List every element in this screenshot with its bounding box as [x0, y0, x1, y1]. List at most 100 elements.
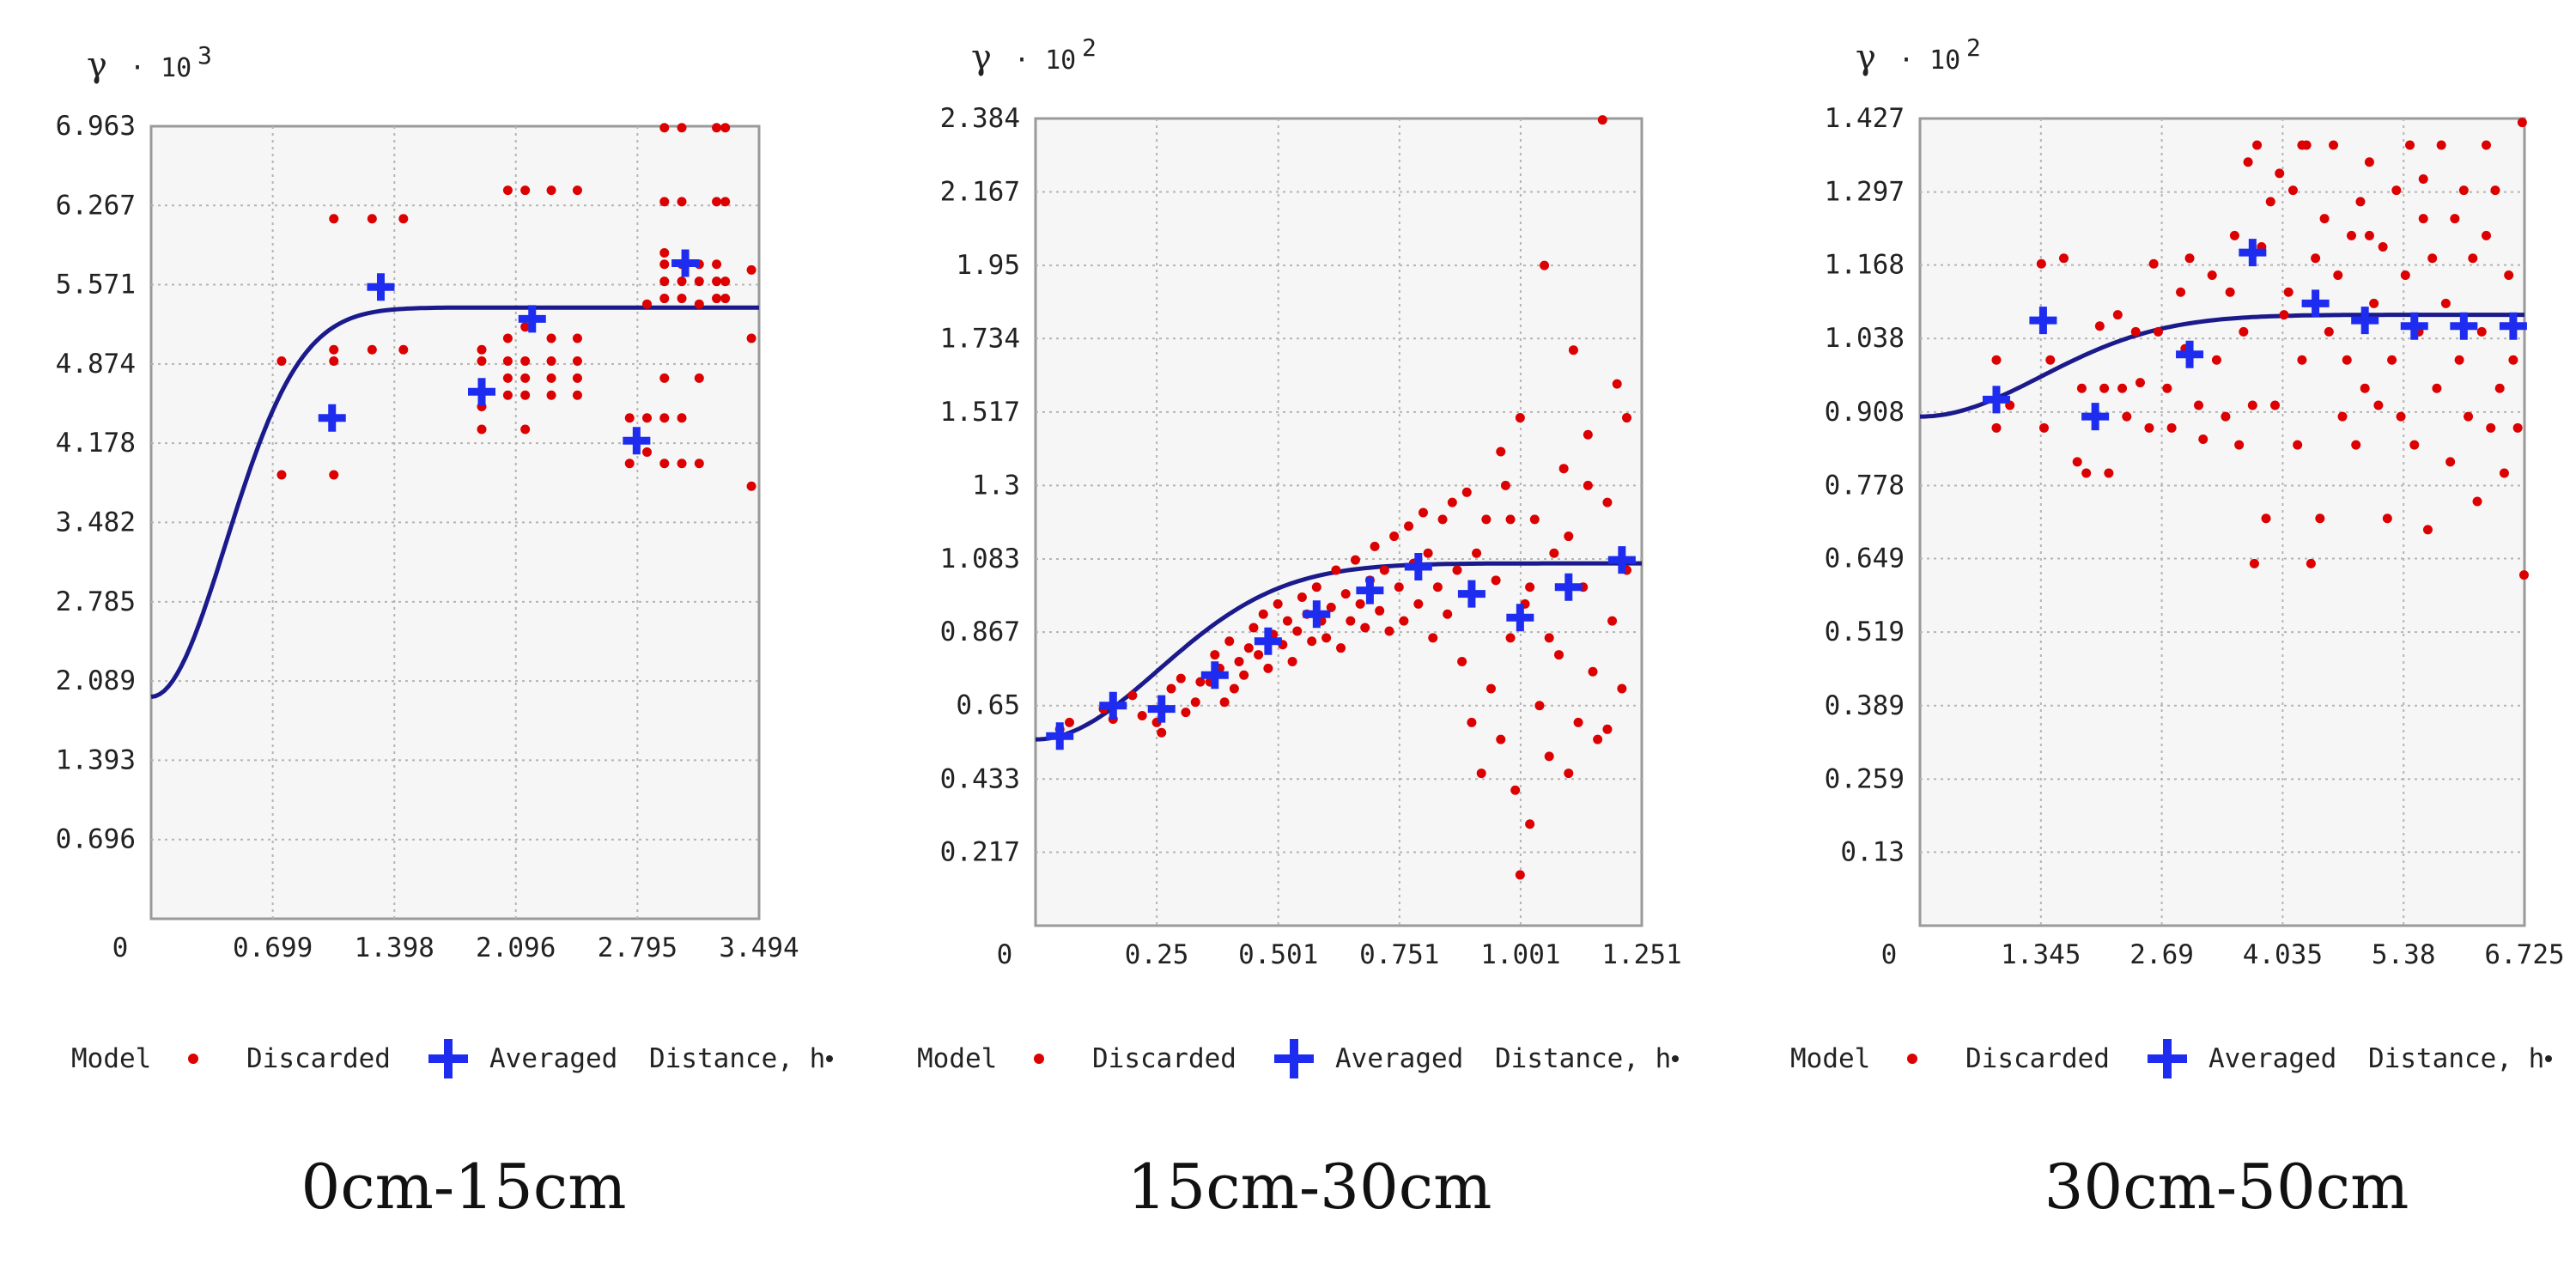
chart-2-y-tick-label: 0.433 [940, 763, 1020, 794]
chart-2-discarded-point [1346, 616, 1356, 626]
chart-3-discarded-point [2166, 422, 2177, 433]
chart-2-x-tick-label: 1.001 [1480, 939, 1560, 970]
chart-3-x-tick-label: 4.035 [2243, 939, 2323, 970]
chart-3-discarded-point [2432, 383, 2442, 393]
chart-2-discarded-point [1273, 598, 1283, 609]
chart-2-discarded-point [1588, 666, 1598, 677]
chart-1-discarded-point [659, 123, 670, 133]
chart-3-averaged-point [2301, 289, 2330, 318]
chart-2-discarded-point [1564, 769, 1574, 779]
chart-1-discarded-point [572, 355, 582, 366]
chart-2-discarded-point [1602, 724, 1613, 734]
chart-3-averaged-point [2239, 239, 2267, 267]
chart-2-discarded-point [1525, 819, 1535, 829]
chart-3-discarded-point [2512, 422, 2523, 433]
chart-2-discarded-point [1505, 633, 1516, 643]
chart-2-averaged-point [1457, 580, 1485, 608]
chart-2-legend-averaged-marker [1274, 1039, 1314, 1078]
chart-2-discarded-point [1476, 769, 1486, 779]
chart-3-averaged-point [2176, 340, 2204, 368]
chart-3-discarded-point [2081, 468, 2092, 478]
chart-3-discarded-point [2122, 411, 2132, 422]
chart-2-discarded-point [1423, 548, 1433, 558]
chart-3-discarded-point [2311, 253, 2321, 264]
chart-1-discarded-point [677, 197, 687, 207]
chart-1-discarded-point [367, 344, 377, 355]
chart-1-x-tick-label: 2.795 [598, 933, 677, 963]
chart-2-discarded-point [1229, 683, 1239, 694]
chart-3-discarded-point [2342, 355, 2352, 365]
chart-1-model-curve [150, 305, 759, 699]
chart-2-y-tick-label: 1.734 [940, 323, 1020, 354]
chart-3-discarded-point [2243, 157, 2253, 167]
chart-2-x-tick-label: 0.25 [1125, 939, 1189, 970]
chart-3-discarded-point [2346, 230, 2356, 240]
chart-3-y-tick-label: 0.13 [1840, 836, 1905, 867]
chart-2-legend-averaged-label: Averaged [1335, 1043, 1463, 1074]
chart-3-discarded-point [2369, 298, 2379, 308]
chart-2-y-exponent-label: · 10 [1014, 46, 1076, 76]
chart-2-legend-discarded-marker [1034, 1054, 1044, 1064]
chart-3-discarded-point [2464, 411, 2474, 422]
chart-3-discarded-point [2405, 140, 2415, 150]
chart-2-discarded-point [1505, 514, 1516, 525]
chart-1-discarded-point [712, 123, 722, 133]
chart-3-discarded-point [2104, 468, 2114, 478]
chart-2-discarded-point [1529, 514, 1540, 525]
chart-3-discarded-point [2076, 383, 2087, 393]
chart-3-x-tick-label: 6.725 [2484, 939, 2564, 970]
chart-1-discarded-point [329, 355, 339, 366]
chart-3-discarded-point [2239, 326, 2249, 337]
chart-2-caption: 15cm-30cm [1127, 1151, 1492, 1223]
chart-1-discarded-point [502, 373, 513, 383]
chart-2-discarded-point [1336, 643, 1346, 653]
chart-2-origin-label: 0 [997, 939, 1013, 970]
chart-3-y-tick-label: 1.297 [1825, 177, 1905, 208]
chart-3-y-exponent-superscript: 2 [1966, 33, 1981, 62]
chart-3-discarded-point [2409, 440, 2420, 450]
chart-1-discarded-point [746, 481, 756, 491]
chart-3-discarded-point [2153, 326, 2163, 337]
chart-3-discarded-point [2234, 440, 2245, 450]
chart-2-discarded-point [1331, 565, 1341, 575]
chart-2-discarded-point [1496, 734, 1506, 744]
chart-2-discarded-point [1461, 487, 1472, 497]
chart-3-legend-distance-dot [2545, 1055, 2552, 1062]
chart-2-discarded-point [1190, 697, 1200, 708]
chart-1-discarded-point [659, 294, 670, 304]
chart-1-discarded-point [276, 470, 287, 480]
chart-3-discarded-point [2135, 378, 2145, 388]
chart-1-discarded-point [502, 390, 513, 400]
chart-2-x-tick-label: 1.251 [1601, 939, 1681, 970]
chart-1-discarded-point [659, 276, 670, 287]
chart-3-y-exponent-label: · 10 [1899, 46, 1960, 76]
chart-1-discarded-point [572, 185, 582, 196]
chart-3-discarded-point [2252, 140, 2263, 150]
chart-2-discarded-point [1263, 663, 1273, 673]
chart-1-x-tick-label: 3.494 [719, 933, 799, 963]
chart-2-legend-discarded-label: Discarded [1092, 1043, 1236, 1074]
chart-2-discarded-point [1515, 413, 1525, 423]
chart-1-discarded-point [367, 214, 377, 224]
chart-1-discarded-point [677, 294, 687, 304]
chart-3-averaged-point [2499, 312, 2527, 340]
chart-2-discarded-point [1399, 616, 1409, 626]
chart-3-plot-area [1918, 117, 2526, 927]
chart-3-discarded-point [2279, 310, 2289, 320]
chart-3-averaged-point [1982, 386, 2010, 414]
chart-2-y-tick-label: 0.867 [940, 617, 1020, 647]
chart-3-legend-discarded-label: Discarded [1965, 1043, 2110, 1074]
chart-1-discarded-point [572, 333, 582, 343]
chart-1-discarded-point [720, 294, 731, 304]
chart-2-discarded-point [1166, 683, 1176, 694]
chart-2-averaged-point [1254, 627, 1282, 655]
chart-2-discarded-point [1553, 650, 1564, 660]
chart-3-discarded-point [2436, 140, 2446, 150]
chart-2-discarded-point [1472, 548, 1482, 558]
chart-3-discarded-point [2396, 411, 2406, 422]
chart-2-discarded-point [1573, 717, 1583, 727]
chart-3-discarded-point [2422, 525, 2433, 535]
chart-3-discarded-point [2319, 214, 2330, 224]
chart-3-legend-averaged-label: Averaged [2208, 1043, 2336, 1074]
chart-3-discarded-point [2297, 140, 2307, 150]
